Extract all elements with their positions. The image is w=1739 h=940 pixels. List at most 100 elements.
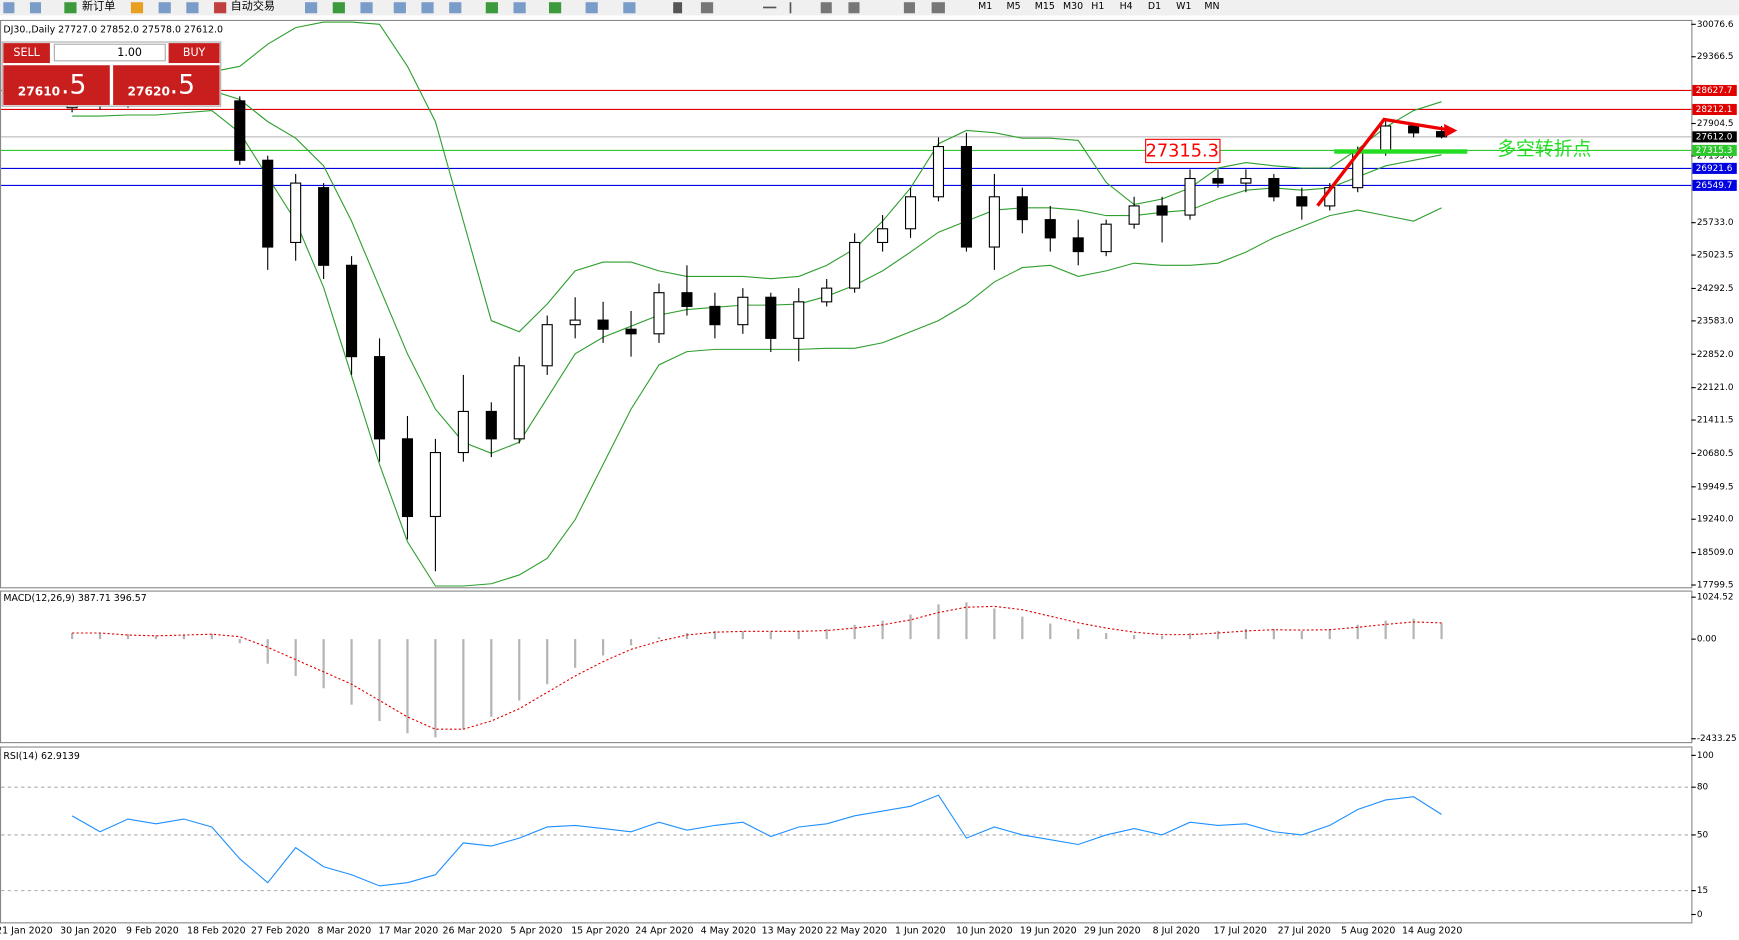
candle-body [988,196,1000,248]
candle-body [849,241,861,289]
candle-body [709,305,721,326]
timeframe-button[interactable]: M15 [1035,1,1055,12]
icon[interactable] [848,2,860,14]
candle-body [1380,125,1392,152]
icon[interactable] [513,2,526,14]
timeframe-button[interactable]: H4 [1120,1,1133,12]
candle-body [290,182,302,244]
x-tick-label: 30 Jan 2020 [60,926,116,937]
icon[interactable] [485,2,498,14]
candle-body [485,410,497,440]
candle-body [960,145,972,248]
arrow-head [1443,123,1458,138]
y-tick-label: 24292.5 [1697,284,1734,294]
icon[interactable] [623,2,636,14]
x-tick-label: 14 Aug 2020 [1402,926,1462,937]
candle-body [932,145,945,198]
y-tick-label: 25733.0 [1697,218,1734,228]
timeframe-button[interactable]: M5 [1006,1,1020,12]
x-tick-label: 19 Jun 2020 [1020,926,1077,937]
candle-body [904,196,917,230]
bid-pips: .5 [61,70,86,101]
buy-label[interactable]: BUY [183,46,206,59]
icon[interactable] [214,2,227,14]
icon[interactable] [931,2,945,14]
price-label-box [1692,103,1737,115]
price-label-box [1692,144,1737,156]
icon[interactable] [449,2,462,14]
x-tick-label: 26 Mar 2020 [442,926,502,937]
y-tick-label: 15 [1697,886,1708,896]
bollinger-band [72,90,1442,454]
icon[interactable] [158,2,171,14]
new-order-button[interactable]: 新订单 [82,0,115,13]
price-label: 27612.0 [1696,132,1733,142]
trend-arrow [1316,117,1454,207]
timeframe-button[interactable]: M30 [1063,1,1083,12]
timeframe-button[interactable]: D1 [1148,1,1161,12]
annotation-box [1145,138,1221,164]
icon[interactable] [64,2,77,14]
x-tick-label: 9 Feb 2020 [126,926,179,937]
y-tick-label: 22121.0 [1697,383,1734,393]
sell-button[interactable] [3,43,50,64]
timeframe-button[interactable]: MN [1204,1,1219,12]
x-tick-label: 8 Jul 2020 [1153,926,1200,937]
icon[interactable] [304,2,318,14]
icon[interactable] [421,2,434,14]
candle-body [1408,125,1420,134]
y-tick-label: 21411.5 [1697,416,1734,426]
lot-input[interactable] [53,43,166,62]
ask-price: 27620 [128,84,170,98]
bid-box[interactable] [3,65,110,106]
icon[interactable] [820,2,832,14]
candle-body [1184,177,1196,216]
icon[interactable] [903,2,915,14]
buy-button[interactable] [168,43,220,64]
icon[interactable] [3,2,15,14]
lot-value[interactable]: 1.00 [117,46,142,59]
icon[interactable] [186,2,199,14]
price-label-box [1692,162,1737,174]
candle-body [681,292,693,307]
y-tick-label: 30076.6 [1697,20,1734,30]
candle-body [1128,205,1140,225]
rsi-line [71,794,1442,887]
x-tick-label: 21 Jan 2020 [0,926,53,937]
toolbar-icons [3,2,945,14]
candle-body [1044,219,1056,239]
y-tick-label: 22852.0 [1697,350,1734,360]
x-tick-label: 4 May 2020 [701,926,756,937]
icon[interactable] [29,2,42,14]
macd-panel [0,590,1693,744]
sell-label[interactable]: SELL [13,46,40,59]
icon[interactable] [360,2,373,14]
y-tick-label: 19240.0 [1697,515,1734,525]
x-tick-label: 27 Jul 2020 [1278,926,1331,937]
annotation: 多空转折点 [1497,138,1591,160]
icon[interactable] [585,2,598,14]
candle-body [653,292,665,335]
candle-body [1296,196,1308,207]
icon[interactable] [789,2,792,14]
y-tick-label: 25023.5 [1697,251,1734,261]
y-tick-label: 0 [1697,910,1703,920]
icon[interactable] [700,2,714,14]
icon[interactable] [393,2,406,14]
x-tick-label: 13 May 2020 [762,926,823,937]
icon[interactable] [332,2,345,14]
candle-body [821,287,833,303]
ask-box[interactable] [113,65,220,106]
icon[interactable] [673,2,683,14]
timeframe-button[interactable]: M1 [978,1,992,12]
timeframe-button[interactable]: H1 [1091,1,1104,12]
timeframe-button[interactable]: W1 [1176,1,1191,12]
icon[interactable] [763,6,777,9]
y-tick-label: 27904.5 [1697,119,1734,129]
x-tick-label: 18 Feb 2020 [187,926,246,937]
x-tick-label: 5 Aug 2020 [1341,926,1395,937]
icon[interactable] [548,2,562,14]
auto-trading-button[interactable]: 自动交易 [231,0,275,13]
candle-body [262,159,274,248]
icon[interactable] [130,2,144,14]
